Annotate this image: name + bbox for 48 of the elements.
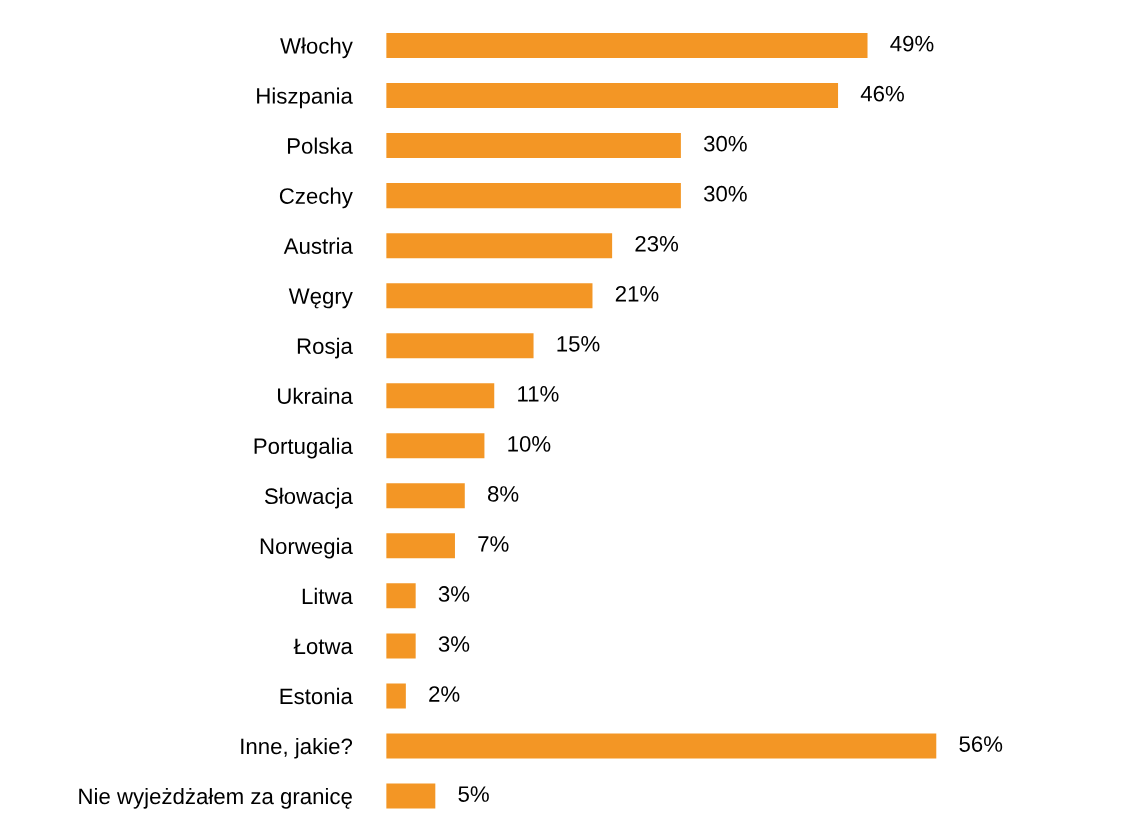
data-label: 46%	[860, 85, 904, 102]
data-label: 7%	[478, 536, 509, 552]
bar	[386, 483, 465, 509]
bar	[386, 333, 534, 359]
bar	[386, 133, 681, 159]
bar	[386, 433, 485, 459]
y-tick-label: Czechy	[279, 187, 353, 209]
data-label: 11%	[518, 386, 559, 402]
y-tick-label: Słowacja	[264, 487, 353, 509]
data-label: 2%	[429, 686, 460, 702]
bar	[386, 683, 406, 709]
y-tick-label: Węgry	[288, 288, 353, 309]
data-label: 8%	[487, 486, 519, 502]
y-tick-label: Nie wyjeżdżałem za granicę	[79, 787, 352, 809]
data-label: 56%	[959, 736, 1003, 752]
bar	[386, 183, 681, 209]
bar	[386, 583, 416, 609]
y-tick-label: Portugalia	[254, 437, 353, 459]
y-tick-label: Hiszpania	[257, 87, 353, 109]
y-tick-label: Inne, jakie?	[241, 737, 353, 759]
data-label: 3%	[438, 636, 470, 652]
bar	[386, 633, 416, 659]
bar	[386, 733, 937, 759]
bar	[386, 233, 613, 259]
y-tick-label: Litwa	[302, 587, 353, 605]
bar	[386, 83, 839, 109]
y-tick-label: Łotwa	[293, 638, 353, 655]
y-tick-label: Włochy	[280, 37, 353, 59]
y-tick-label: Ukraina	[278, 387, 353, 405]
y-tick-label: Estonia	[280, 687, 353, 705]
data-label: 5%	[458, 786, 489, 802]
bar	[386, 783, 436, 809]
data-label: 23%	[635, 235, 679, 252]
data-label: 15%	[557, 336, 600, 352]
y-tick-label: Austria	[283, 237, 353, 254]
bar	[386, 283, 593, 309]
data-label: 3%	[438, 586, 470, 602]
data-label: 21%	[615, 285, 659, 302]
y-tick-label: Polska	[287, 137, 353, 154]
data-label: 49%	[890, 35, 934, 52]
bar	[386, 33, 868, 59]
data-label: 30%	[703, 135, 747, 152]
y-tick-label: Rosja	[297, 337, 353, 359]
bar	[386, 533, 455, 559]
data-label: 10%	[508, 436, 551, 452]
data-label: 30%	[703, 185, 747, 202]
y-tick-label: Norwegia	[260, 537, 353, 559]
bar	[386, 383, 495, 409]
